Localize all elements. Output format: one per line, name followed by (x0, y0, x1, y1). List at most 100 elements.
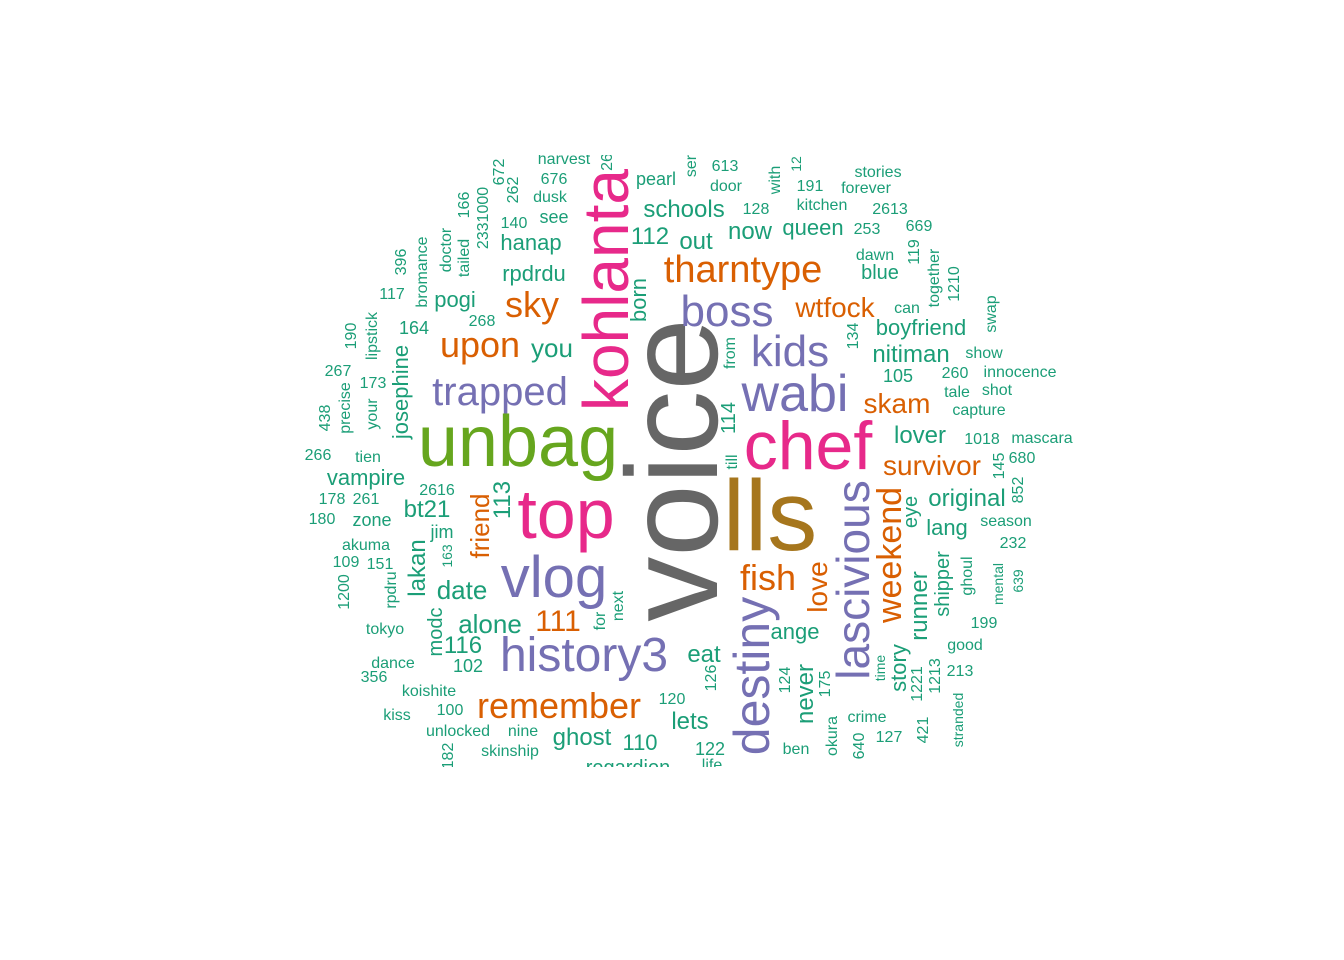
word-164: 164 (398, 318, 430, 338)
word-see: see (539, 207, 569, 227)
word-next: next (610, 590, 627, 622)
word-ghoul: ghoul (959, 556, 976, 596)
word-105: 105 (882, 366, 914, 386)
word-tien: tien (355, 449, 381, 466)
word-for: for (592, 611, 609, 631)
word-cloud-clip: voice lls unbag chef top kohlanta vlog history3… (290, 155, 1090, 767)
word-nitiman: nitiman (872, 341, 950, 368)
word-lang: lang (926, 515, 968, 540)
word-191: 191 (796, 178, 824, 195)
word-tailed: tailed (456, 238, 473, 278)
word-117: 117 (379, 286, 405, 303)
word-676: 676 (540, 171, 568, 188)
word-unbag: unbag (417, 402, 619, 482)
word-wabi: wabi (741, 365, 849, 423)
word-421: 421 (915, 716, 932, 744)
word-top: top (517, 475, 615, 553)
word-door: door (709, 178, 743, 195)
word-116: 116 (443, 632, 483, 659)
word-134: 134 (845, 322, 862, 350)
word-lipstick: lipstick (364, 311, 381, 361)
word-26: 26 (599, 155, 616, 171)
word-ange: ange (770, 619, 820, 644)
word-together: together (926, 248, 943, 308)
word-skam: skam (863, 388, 931, 419)
word-eye: eye (900, 495, 922, 529)
word-145: 145 (991, 452, 1008, 480)
word-innocence: innocence (983, 364, 1057, 381)
word-sky: sky (505, 284, 559, 325)
word-schools: schools (643, 196, 725, 223)
word-2613: 2613 (872, 201, 908, 218)
word-original: original (928, 485, 1006, 512)
word-modc: modc (425, 607, 447, 657)
word-128: 128 (742, 201, 770, 218)
word-upon: upon (439, 324, 521, 365)
word-2616: 2616 (419, 482, 455, 499)
word-1200: 1200 (336, 574, 353, 610)
word-12: 12 (788, 156, 804, 172)
word-till: till (724, 454, 741, 470)
word-queen: queen (782, 215, 844, 240)
word-151: 151 (366, 556, 394, 573)
word-out: out (679, 228, 713, 255)
word-110: 110 (622, 730, 658, 755)
word-109: 109 (332, 554, 360, 571)
word-rpdrdu: rpdrdu (502, 261, 566, 286)
word-dawn: dawn (855, 247, 895, 264)
word-kids: kids (750, 327, 830, 376)
word-213: 213 (946, 663, 974, 680)
word-crime: crime (847, 709, 887, 726)
word-356: 356 (360, 669, 388, 686)
word-lakan: lakan (404, 539, 431, 597)
word-wtfock: wtfock (795, 292, 875, 323)
word-261: 261 (352, 491, 380, 508)
word-120: 120 (658, 691, 686, 708)
word-eat: eat (687, 641, 721, 668)
word-unlocked: unlocked (425, 723, 491, 740)
word-love: love (802, 561, 833, 613)
word-bt21: bt21 (403, 496, 451, 523)
word-alone: alone (458, 609, 522, 639)
word-lls: lls (722, 460, 818, 572)
word-232: 232 (999, 535, 1027, 552)
word-1213: 1213 (927, 658, 944, 694)
word-190: 190 (343, 322, 360, 350)
word-dance: dance (371, 655, 415, 672)
word-good: good (947, 637, 983, 654)
word-never: never (792, 663, 819, 725)
word-skinship: skinship (481, 743, 539, 760)
word-swap: swap (983, 295, 1000, 333)
word-175: 175 (817, 670, 834, 698)
word-capture: capture (952, 402, 1006, 419)
word-114: 114 (718, 402, 740, 434)
word-262: 262 (505, 176, 522, 204)
word-nine: nine (507, 723, 539, 740)
word-mental: mental (990, 562, 1006, 606)
word-613: 613 (711, 158, 739, 175)
word-vlog: vlog (500, 545, 608, 610)
word-remember: remember (476, 685, 642, 726)
word-okura: okura (824, 715, 841, 757)
word-runner: runner (906, 571, 933, 641)
word-regardien: regardien (586, 758, 671, 767)
word-639: 639 (1010, 569, 1026, 593)
word-100: 100 (436, 702, 464, 719)
word-102: 102 (452, 656, 484, 676)
word-ben: ben (782, 741, 810, 758)
word-163: 163 (439, 544, 455, 568)
word-126: 126 (703, 664, 720, 692)
word-show: show (965, 345, 1003, 362)
word-date: date (436, 575, 488, 605)
word-438: 438 (317, 404, 334, 432)
word-tokyo: tokyo (365, 621, 405, 638)
word-rpdru: rpdru (383, 571, 400, 609)
word-harvest: harvest (537, 155, 591, 168)
word-kitchen: kitchen (796, 197, 848, 214)
word-pogi: pogi (434, 287, 476, 312)
word-your: your (364, 398, 381, 430)
word-shot: shot (981, 382, 1013, 399)
word-640: 640 (851, 732, 868, 760)
word-with: with (767, 165, 784, 195)
word-182: 182 (440, 742, 457, 767)
